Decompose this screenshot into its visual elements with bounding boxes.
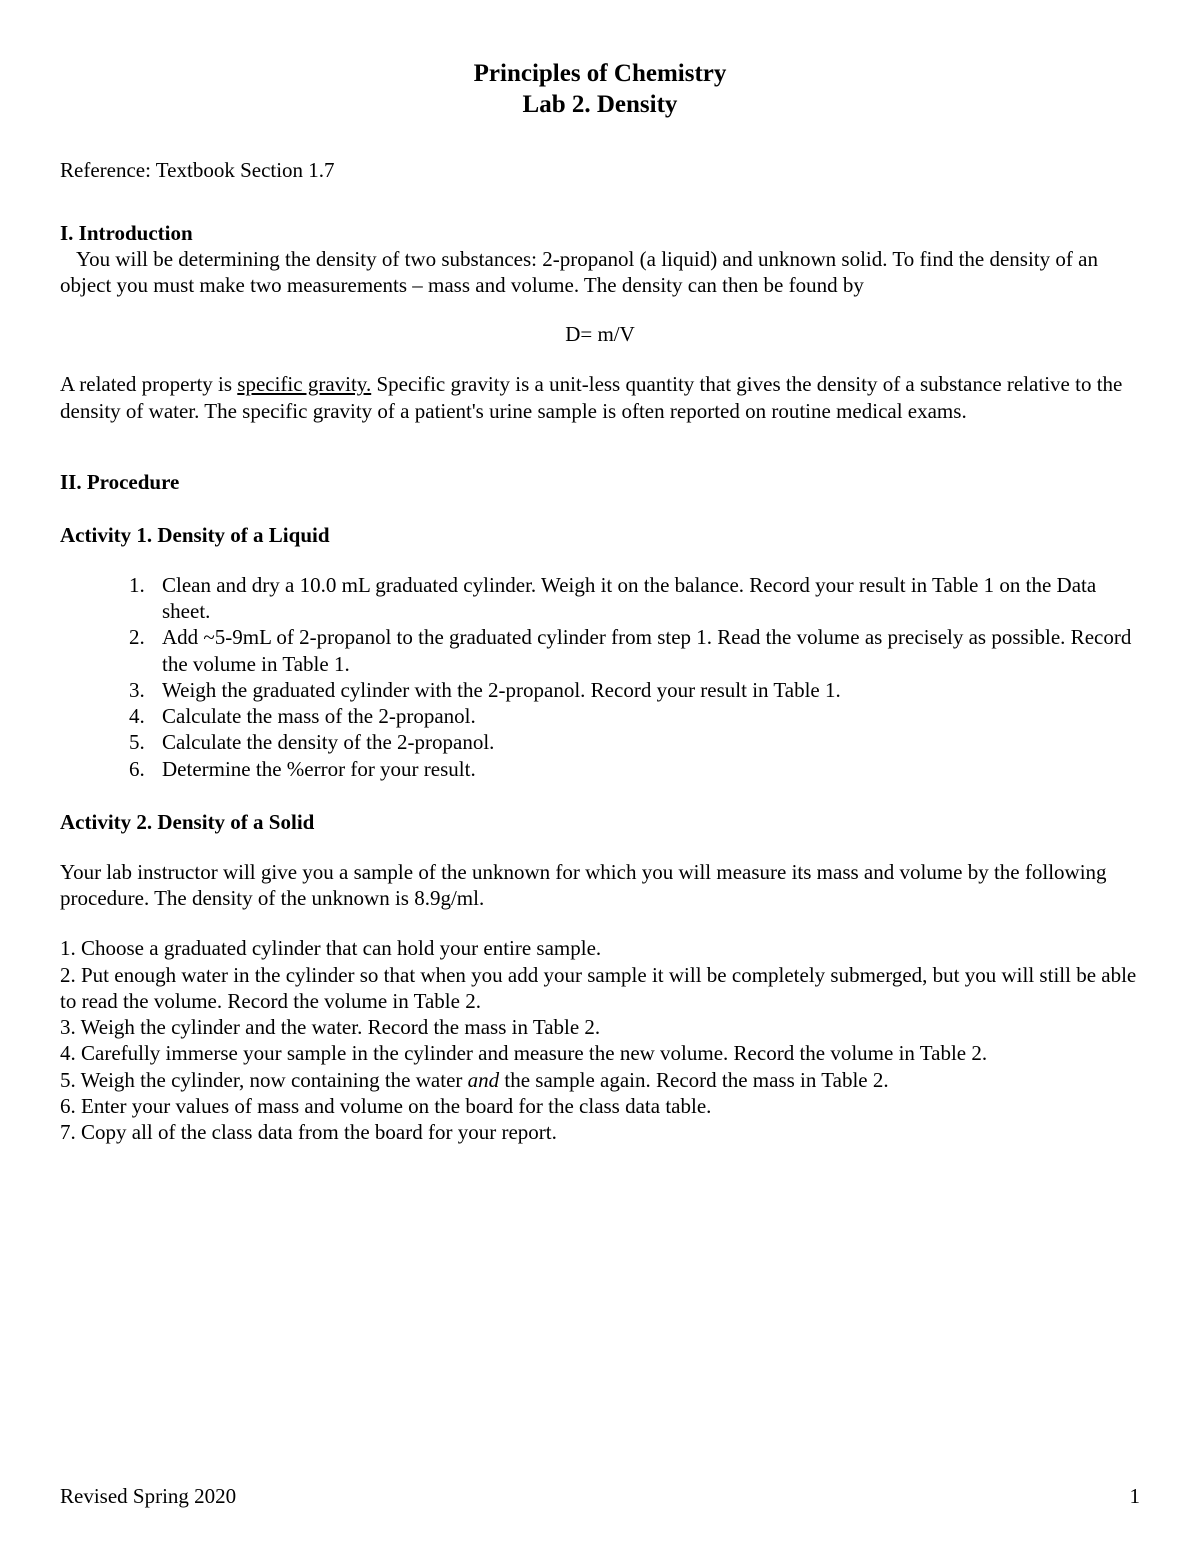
list-item: 2. Put enough water in the cylinder so t…	[60, 962, 1140, 1015]
step5-italic: and	[468, 1068, 500, 1092]
activity2-heading: Activity 2. Density of a Solid	[60, 810, 1140, 835]
step5-a: 5. Weigh the cylinder, now containing th…	[60, 1068, 468, 1092]
list-item: 4. Carefully immerse your sample in the …	[60, 1040, 1140, 1066]
reference-line: Reference: Textbook Section 1.7	[60, 157, 1140, 183]
footer-revised: Revised Spring 2020	[60, 1484, 236, 1509]
list-item: Clean and dry a 10.0 mL graduated cylind…	[150, 572, 1140, 625]
list-item: Calculate the density of the 2-propanol.	[150, 729, 1140, 755]
intro-p2-a: A related property is	[60, 372, 237, 396]
footer-page-number: 1	[1130, 1484, 1141, 1509]
list-item: 7. Copy all of the class data from the b…	[60, 1119, 1140, 1145]
density-equation: D= m/V	[60, 322, 1140, 347]
step5-b: the sample again. Record the mass in Tab…	[499, 1068, 888, 1092]
procedure-heading: II. Procedure	[60, 470, 1140, 495]
list-item: Determine the %error for your result.	[150, 756, 1140, 782]
list-item: 3. Weigh the cylinder and the water. Rec…	[60, 1014, 1140, 1040]
list-item: 6. Enter your values of mass and volume …	[60, 1093, 1140, 1119]
document-page: Principles of Chemistry Lab 2. Density R…	[0, 0, 1200, 1553]
intro-paragraph-1: You will be determining the density of t…	[60, 246, 1140, 299]
intro-heading: I. Introduction	[60, 221, 1140, 246]
activity2-intro: Your lab instructor will give you a samp…	[60, 859, 1140, 912]
activity1-steps: Clean and dry a 10.0 mL graduated cylind…	[60, 572, 1140, 782]
specific-gravity-term: specific gravity.	[237, 372, 371, 396]
list-item: 1. Choose a graduated cylinder that can …	[60, 935, 1140, 961]
doc-title: Principles of Chemistry	[60, 58, 1140, 89]
list-item: Calculate the mass of the 2-propanol.	[150, 703, 1140, 729]
list-item: Add ~5-9mL of 2-propanol to the graduate…	[150, 624, 1140, 677]
intro-paragraph-2: A related property is specific gravity. …	[60, 371, 1140, 424]
activity1-heading: Activity 1. Density of a Liquid	[60, 523, 1140, 548]
list-item: 5. Weigh the cylinder, now containing th…	[60, 1067, 1140, 1093]
page-footer: Revised Spring 2020 1	[60, 1484, 1140, 1509]
doc-subtitle: Lab 2. Density	[60, 89, 1140, 120]
list-item: Weigh the graduated cylinder with the 2-…	[150, 677, 1140, 703]
activity2-steps: 1. Choose a graduated cylinder that can …	[60, 935, 1140, 1145]
